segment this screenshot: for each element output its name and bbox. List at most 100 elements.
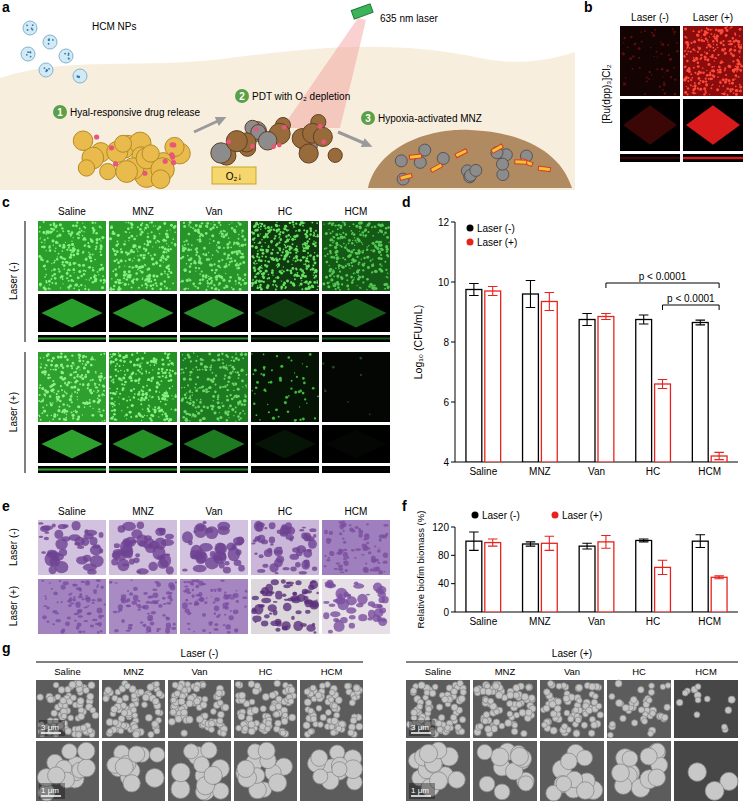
ru-image-dot xyxy=(726,29,729,32)
fluorescence-image-dot xyxy=(238,234,240,236)
fluorescence-image-dot xyxy=(146,244,148,246)
fluorescence-image-dot xyxy=(62,264,64,266)
fluorescence-image-dot xyxy=(199,282,202,285)
ru-image-dot xyxy=(716,35,719,38)
drug xyxy=(250,144,255,149)
fluorescence-image-dot xyxy=(316,282,318,284)
ru-image-dot xyxy=(693,90,695,92)
drug xyxy=(271,144,276,149)
fluorescence-image-dot xyxy=(111,225,113,227)
ru-image-dot xyxy=(661,43,664,46)
fluorescence-image-dot xyxy=(362,231,365,234)
fluorescence-image-dot xyxy=(358,275,360,277)
ru-image-dot xyxy=(714,57,716,59)
fluorescence-image-dot xyxy=(60,287,61,288)
fluorescence-image-dot xyxy=(310,269,312,271)
ru-image-dot xyxy=(702,67,704,69)
fluorescence-image-dot xyxy=(229,276,232,279)
fluorescence-image-dot xyxy=(75,283,78,286)
fluorescence-image-dot xyxy=(282,231,285,234)
fluorescence-image-dot xyxy=(347,288,349,290)
fluorescence-image-dot xyxy=(148,280,151,283)
fluorescence-image-dot xyxy=(258,227,260,229)
column-label: HCM xyxy=(345,206,368,217)
ru-image-dot xyxy=(686,69,689,72)
fluorescence-image-dot xyxy=(297,272,299,274)
fluorescence-image-dot xyxy=(167,276,170,279)
fluorescence-image-dot xyxy=(315,242,317,244)
fluorescence-image-dot xyxy=(146,224,148,226)
fluorescence-image-dot xyxy=(155,282,157,284)
np-dot xyxy=(26,24,28,26)
fluorescence-image-dot xyxy=(137,250,138,251)
fluorescence-image-dot xyxy=(379,229,382,232)
ru-image-dot xyxy=(738,46,740,48)
fluorescence-image-dot xyxy=(210,282,213,285)
step-number: 1 xyxy=(57,107,63,118)
fluorescence-image-dot xyxy=(144,243,146,245)
ru-image-dot xyxy=(717,76,718,77)
fluorescence-image-dot xyxy=(337,286,340,289)
fluorescence-image-dot xyxy=(309,227,312,230)
fluorescence-image-dot xyxy=(371,271,373,273)
fluorescence-image-dot xyxy=(116,259,118,261)
fluorescence-image-dot xyxy=(83,231,84,232)
ru-image-dot xyxy=(712,47,714,49)
fluorescence-image-dot xyxy=(147,236,149,238)
fluorescence-image-dot xyxy=(173,226,176,229)
fluorescence-image-dot xyxy=(159,259,162,262)
fluorescence-image-dot xyxy=(97,271,99,273)
fluorescence-image-dot xyxy=(254,275,257,278)
fluorescence-image-dot xyxy=(117,280,119,282)
fluorescence-image-dot xyxy=(201,222,203,224)
fluorescence-image-dot xyxy=(166,287,168,289)
fluorescence-image-dot xyxy=(165,258,168,261)
fluorescence-image-dot xyxy=(213,284,215,286)
fluorescence-image-dot xyxy=(286,280,289,283)
fluorescence-image-dot xyxy=(120,282,122,284)
nanoparticle xyxy=(21,47,35,61)
fluorescence-image-dot xyxy=(242,261,245,264)
fluorescence-image-dot xyxy=(181,280,184,283)
fluorescence-image-dot xyxy=(141,271,144,274)
fluorescence-image-dot xyxy=(229,262,231,264)
fluorescence-image-dot xyxy=(387,226,389,228)
fluorescence-image-dot xyxy=(293,249,294,250)
fluorescence-image-dot xyxy=(156,285,158,287)
column-label: Laser (+) xyxy=(693,12,733,23)
fluorescence-image-dot xyxy=(112,270,114,272)
ru-image-dot xyxy=(662,89,664,91)
fluorescence-image-dot xyxy=(119,266,121,268)
ru-image-dot xyxy=(711,28,712,29)
ru-image-dot xyxy=(638,57,640,59)
fluorescence-image-dot xyxy=(74,272,75,273)
fluorescence-image-dot xyxy=(268,230,271,233)
fluorescence-image-dot xyxy=(274,235,276,237)
fluorescence-slice-band xyxy=(251,337,319,339)
fluorescence-image-dot xyxy=(266,250,268,252)
np-dot xyxy=(52,39,54,41)
ru-image-dot xyxy=(652,34,655,37)
fluorescence-image-dot xyxy=(276,286,278,288)
fluorescence-image-dot xyxy=(102,267,105,270)
fluorescence-image-dot xyxy=(92,227,95,230)
ru-image-dot xyxy=(641,40,643,42)
fluorescence-image-dot xyxy=(68,280,70,282)
fluorescence-image-dot xyxy=(148,253,150,255)
fluorescence-image-dot xyxy=(363,263,365,265)
fluorescence-image-dot xyxy=(236,226,237,227)
ru-image-dot xyxy=(704,55,707,58)
fluorescence-image-dot xyxy=(206,222,209,225)
fluorescence-slice-band xyxy=(109,337,177,339)
fluorescence-image-dot xyxy=(214,288,216,290)
ru-image-dot xyxy=(701,37,702,38)
ru-image-dot xyxy=(691,77,693,79)
fluorescence-image-dot xyxy=(267,261,269,263)
fluorescence-image-dot xyxy=(151,287,153,289)
fluorescence-image-dot xyxy=(142,256,145,259)
fluorescence-image-dot xyxy=(112,288,114,290)
ru-image-dot xyxy=(739,28,742,31)
fluorescence-image-dot xyxy=(154,254,156,256)
ru-image-dot xyxy=(701,39,704,42)
ru-image-dot xyxy=(705,80,707,82)
